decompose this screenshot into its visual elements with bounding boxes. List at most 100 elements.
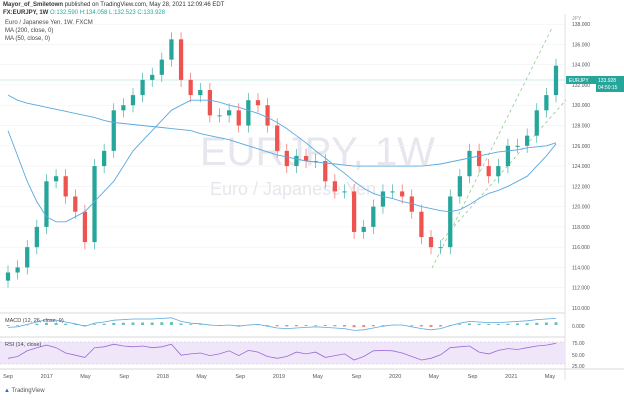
macd-bar bbox=[333, 325, 337, 327]
macd-bar bbox=[160, 322, 164, 325]
channel-lower-line[interactable] bbox=[441, 99, 567, 241]
macd-bar bbox=[467, 323, 471, 325]
time-tick: May bbox=[80, 374, 91, 380]
candle-body bbox=[380, 191, 386, 207]
macd-bar bbox=[198, 324, 202, 325]
time-tick: Sep bbox=[3, 374, 13, 380]
rsi-axis-tick-50: 50.00 bbox=[572, 353, 585, 359]
macd-bar bbox=[477, 323, 481, 325]
tradingview-logo[interactable]: ▲ TradingView bbox=[4, 388, 45, 394]
candle-body bbox=[275, 125, 280, 151]
macd-bar bbox=[237, 325, 241, 326]
last-price: 133.928 bbox=[598, 78, 616, 84]
macd-bar bbox=[35, 323, 39, 325]
macd-bar bbox=[44, 322, 48, 325]
macd-bar bbox=[439, 325, 443, 327]
ma50-line[interactable] bbox=[7, 99, 557, 223]
legend-ma200[interactable]: MA (200, close, 0) bbox=[5, 28, 54, 34]
time-tick: 2018 bbox=[157, 374, 169, 380]
time-tick: May bbox=[313, 374, 324, 380]
candle-body bbox=[140, 79, 145, 96]
candle-body bbox=[92, 166, 97, 243]
candle-body bbox=[409, 196, 414, 212]
candle-body bbox=[150, 74, 155, 80]
candle-body bbox=[121, 105, 126, 111]
watermark-name: Euro / Japanese Yen bbox=[210, 179, 376, 199]
macd-bar bbox=[458, 324, 462, 325]
macd-bar bbox=[179, 323, 183, 325]
price-axis-ticks[interactable]: 138.000 136.000 134.000 132.000 130.000 128.0… bbox=[572, 22, 590, 312]
macd-bar bbox=[256, 324, 260, 326]
price-tick: 124.000 bbox=[572, 164, 590, 170]
macd-bar bbox=[102, 323, 106, 325]
time-tick: May bbox=[545, 374, 556, 380]
candle-body bbox=[486, 166, 491, 177]
rsi-label[interactable]: RSI (14, close) bbox=[5, 342, 42, 348]
macd-bar bbox=[419, 325, 423, 327]
candle-body bbox=[342, 191, 347, 193]
candle-body bbox=[400, 191, 405, 197]
snapshot-header: Mayor_of_Smiletown published on TradingV… bbox=[3, 2, 224, 8]
candle-body bbox=[323, 161, 328, 182]
legend-ma50[interactable]: MA (50, close, 0) bbox=[5, 36, 51, 42]
rsi-axis-tick-75: 75.00 bbox=[572, 341, 585, 347]
macd-bar bbox=[506, 323, 510, 325]
macd-bar bbox=[131, 322, 135, 325]
candle-body bbox=[82, 211, 88, 243]
macd-bar bbox=[266, 325, 270, 326]
macd-bar bbox=[516, 323, 520, 325]
legend-title: Euro / Japanese Yen, 1W, FXCM bbox=[5, 20, 93, 26]
price-tick: 112.000 bbox=[572, 286, 590, 292]
candle-body bbox=[515, 145, 520, 147]
ma200-line[interactable] bbox=[7, 94, 557, 167]
candle-body bbox=[15, 267, 20, 273]
candles-group[interactable] bbox=[5, 32, 559, 288]
macd-bar bbox=[54, 323, 58, 325]
time-axis-ticks[interactable]: Sep 2017 May Sep 2018 May Sep 2019 May Sep 2020 May… bbox=[3, 374, 555, 380]
price-tick: 130.000 bbox=[572, 103, 590, 109]
candle-body bbox=[53, 176, 59, 182]
candle-body bbox=[361, 226, 366, 232]
symbol-tag-box bbox=[566, 76, 596, 84]
price-tick: 136.000 bbox=[572, 42, 590, 48]
candle-body bbox=[265, 105, 270, 126]
candle-body bbox=[198, 90, 203, 96]
candle-body bbox=[73, 196, 78, 212]
macd-bar bbox=[371, 325, 375, 327]
time-tick: Sep bbox=[235, 374, 245, 380]
macd-bar bbox=[342, 325, 346, 327]
macd-bar bbox=[6, 325, 10, 326]
author-name[interactable]: Mayor_of_Smiletown bbox=[3, 2, 64, 8]
candle-body bbox=[428, 237, 434, 248]
time-tick: May bbox=[196, 374, 207, 380]
macd-bar bbox=[544, 322, 548, 325]
logo-mark-icon: ▲ bbox=[4, 388, 10, 394]
macd-bar bbox=[429, 325, 433, 327]
macd-bar bbox=[362, 325, 366, 327]
candle-body bbox=[169, 39, 174, 60]
candle-body bbox=[534, 110, 539, 136]
price-tick: 134.000 bbox=[572, 63, 590, 69]
macd-bar bbox=[496, 324, 500, 325]
candle-body bbox=[284, 150, 289, 167]
ohlc-values: O:132.590 H:134.058 L:132.523 C:133.928 bbox=[50, 10, 166, 16]
price-tick: 116.000 bbox=[572, 245, 590, 251]
time-tick: Sep bbox=[352, 374, 362, 380]
macd-bar bbox=[294, 325, 298, 327]
rsi-axis-tick-25: 25.00 bbox=[572, 364, 585, 370]
time-tick: Sep bbox=[468, 374, 478, 380]
macd-bar bbox=[64, 323, 68, 325]
macd-bar bbox=[535, 322, 539, 325]
macd-bar bbox=[93, 324, 97, 325]
price-tick: 118.000 bbox=[572, 225, 590, 231]
macd-bar bbox=[352, 325, 356, 328]
time-tick: 2017 bbox=[41, 374, 53, 380]
candle-body bbox=[226, 110, 232, 116]
macd-bar bbox=[141, 322, 145, 325]
macd-bar bbox=[285, 325, 289, 327]
macd-label[interactable]: MACD (12, 26, close, 9) bbox=[5, 318, 64, 324]
candle-body bbox=[457, 176, 462, 197]
macd-bar bbox=[83, 325, 87, 326]
